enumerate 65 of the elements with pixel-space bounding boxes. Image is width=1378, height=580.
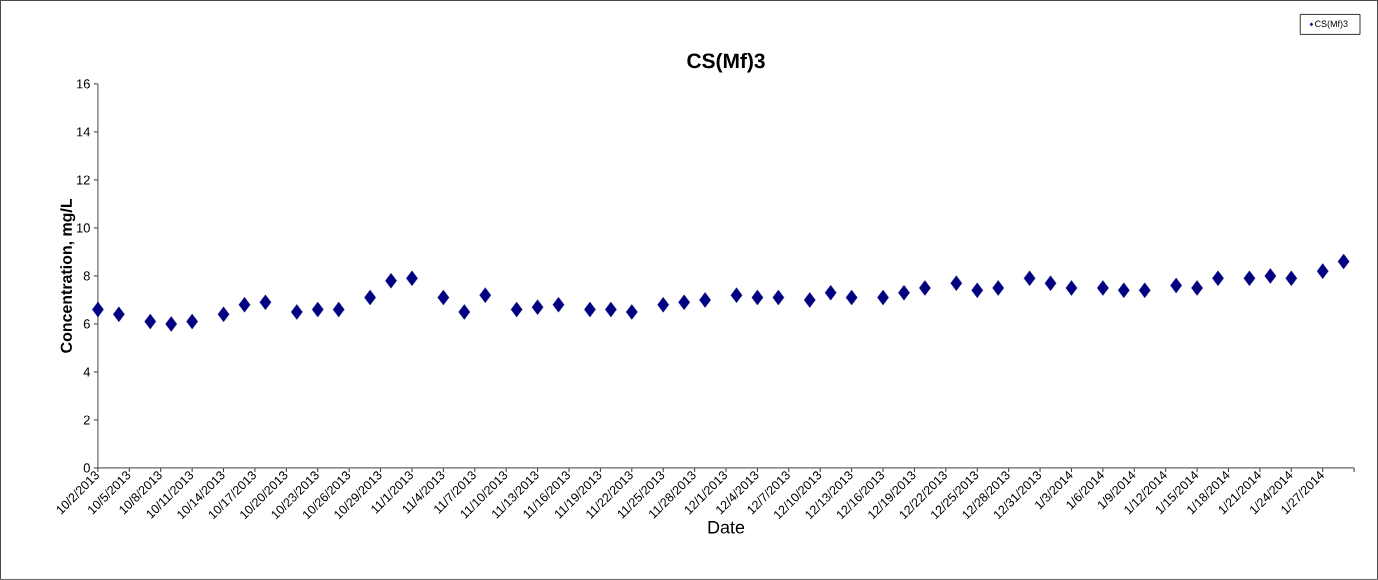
point <box>730 287 743 303</box>
y-tick-label: 16 <box>76 79 90 89</box>
legend-label: CS(Mf)3 <box>1315 20 1348 29</box>
point <box>845 289 858 306</box>
point <box>1243 270 1256 287</box>
point <box>699 292 711 308</box>
point <box>531 299 544 315</box>
y-tick-label: 14 <box>76 127 91 137</box>
point <box>678 294 690 311</box>
point <box>1023 270 1036 287</box>
point <box>1097 280 1109 296</box>
point <box>238 297 251 313</box>
point <box>311 301 324 318</box>
point <box>992 280 1005 296</box>
point <box>437 289 450 306</box>
point <box>971 282 984 299</box>
point <box>877 289 889 306</box>
point <box>113 306 125 323</box>
point <box>1316 263 1329 279</box>
y-tick-label: 8 <box>83 271 90 281</box>
point <box>584 301 596 318</box>
y-axis-title: Concentration, mg/L <box>60 198 76 353</box>
point <box>1117 282 1130 299</box>
point <box>458 304 471 320</box>
x-axis-title: Date <box>708 521 745 534</box>
point <box>950 275 963 291</box>
point <box>919 280 931 296</box>
y-tick-label: 0 <box>83 463 90 473</box>
point <box>1170 277 1182 294</box>
point <box>625 304 638 320</box>
point <box>290 304 303 320</box>
point <box>751 289 764 306</box>
y-tick-label: 2 <box>83 415 90 425</box>
point <box>332 301 345 318</box>
y-tick-label: 12 <box>76 175 90 185</box>
point <box>364 289 376 306</box>
point <box>824 285 837 301</box>
y-tick-label: 10 <box>76 223 90 233</box>
point <box>657 297 670 313</box>
point <box>186 313 198 330</box>
point <box>1044 275 1057 291</box>
point <box>1264 268 1277 284</box>
point <box>165 316 178 332</box>
point <box>1212 270 1224 287</box>
point <box>217 306 230 323</box>
point <box>1191 280 1203 296</box>
point <box>1337 253 1350 270</box>
point <box>510 301 523 318</box>
point <box>479 287 492 303</box>
chart-title: CS(Mf)3 <box>687 52 765 73</box>
point <box>92 301 104 318</box>
point <box>259 294 272 311</box>
point <box>1138 282 1151 299</box>
point <box>772 289 785 306</box>
point <box>144 313 157 330</box>
point <box>605 301 617 318</box>
y-tick-label: 4 <box>83 367 91 377</box>
point <box>385 273 397 289</box>
point <box>1065 280 1078 296</box>
point <box>803 292 816 308</box>
point <box>1285 270 1298 287</box>
point <box>406 270 418 287</box>
point <box>898 285 910 301</box>
y-tick-label: 6 <box>83 319 90 329</box>
point <box>552 297 565 313</box>
